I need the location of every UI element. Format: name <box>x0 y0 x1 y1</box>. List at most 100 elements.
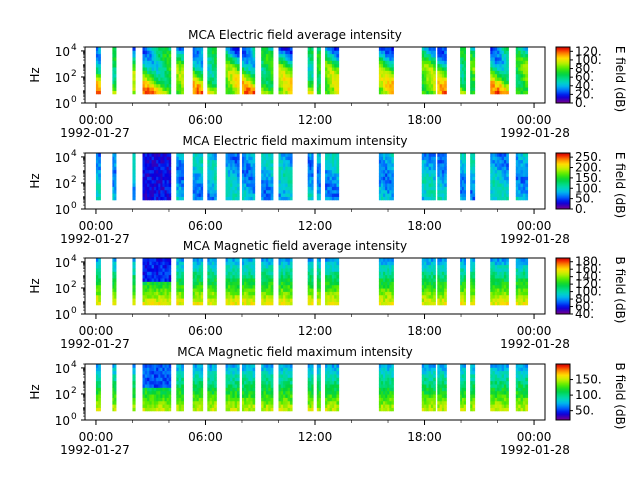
spectrogram-cell <box>463 183 466 187</box>
spectrogram-cell <box>389 301 392 306</box>
spectrogram-cell <box>194 50 198 55</box>
spectrogram-cell <box>265 83 269 88</box>
spectrogram-cell <box>270 301 274 306</box>
spectrogram-cell <box>263 53 267 58</box>
spectrogram-cell <box>287 169 291 174</box>
spectrogram-cell <box>211 83 215 88</box>
spectrogram-cell <box>160 380 163 385</box>
spectrogram-cell <box>309 166 312 171</box>
spectrogram-cell <box>385 166 388 171</box>
spectrogram-cell <box>166 298 170 302</box>
spectrogram-cell <box>461 179 465 184</box>
spectrogram-cell <box>230 83 233 88</box>
spectrogram-cell <box>268 163 272 167</box>
spectrogram-cell <box>490 83 493 88</box>
spectrogram-cell <box>241 400 245 405</box>
spectrogram-cell <box>522 271 526 276</box>
spectrogram-cell <box>387 186 390 191</box>
spectrogram-cell <box>241 377 245 382</box>
spectrogram-cell <box>470 268 473 272</box>
spectrogram-cell <box>207 397 210 402</box>
spectrogram-cell <box>515 196 519 201</box>
spectrogram-cell <box>112 153 115 157</box>
spectrogram-cell <box>244 47 247 51</box>
spectrogram-cell <box>380 258 384 262</box>
spectrogram-cell <box>289 67 293 71</box>
spectrogram-cell <box>112 77 115 81</box>
spectrogram-cell <box>112 83 115 88</box>
spectrogram-cell <box>515 268 519 272</box>
spectrogram-cell <box>268 50 272 55</box>
spectrogram-cell <box>168 73 172 78</box>
spectrogram-cell <box>144 370 148 375</box>
spectrogram-cell <box>248 153 251 157</box>
spectrogram-cell <box>270 169 274 174</box>
spectrogram-cell <box>263 57 267 61</box>
spectrogram-cell <box>176 271 180 276</box>
spectrogram-cell <box>162 83 165 88</box>
spectrogram-cell <box>246 83 249 88</box>
spectrogram-cell <box>95 364 99 368</box>
spectrogram-cell <box>181 90 184 95</box>
spectrogram-cell <box>164 281 168 286</box>
spectrogram-cell <box>156 374 159 378</box>
spectrogram-cell <box>156 258 159 262</box>
spectrogram-cell <box>156 261 159 266</box>
spectrogram-cell <box>421 63 425 68</box>
spectrogram-cell <box>147 380 150 385</box>
spectrogram-cell <box>176 70 180 75</box>
spectrogram-cell <box>380 176 384 181</box>
spectrogram-cell <box>289 186 293 191</box>
spectrogram-cell <box>289 301 293 306</box>
spectrogram-cell <box>114 189 117 194</box>
spectrogram-cell <box>112 384 115 388</box>
spectrogram-cell <box>166 374 170 378</box>
spectrogram-cell <box>214 394 217 398</box>
spectrogram-cell <box>433 264 436 269</box>
spectrogram-cell <box>149 387 153 392</box>
spectrogram-cell <box>209 294 213 299</box>
spectrogram-cell <box>444 67 447 71</box>
spectrogram-cell <box>426 57 430 61</box>
spectrogram-cell <box>444 268 447 272</box>
spectrogram-cell <box>181 47 184 51</box>
spectrogram-cell <box>142 70 146 75</box>
spectrogram-cell <box>278 159 282 164</box>
spectrogram-cell <box>178 294 182 299</box>
spectrogram-cell <box>287 50 291 55</box>
spectrogram-cell <box>280 291 284 296</box>
panel-title: MCA Magnetic field maximum intensity <box>177 345 413 359</box>
spectrogram-cell <box>329 57 333 61</box>
spectrogram-cell <box>463 264 466 269</box>
spectrogram-cell <box>437 173 440 177</box>
spectrogram-cell <box>437 193 440 197</box>
spectrogram-cell <box>98 189 101 194</box>
spectrogram-cell <box>198 367 202 372</box>
spectrogram-cell <box>289 60 293 65</box>
spectrogram-cell <box>501 83 505 88</box>
spectrogram-cell <box>428 298 432 302</box>
spectrogram-cell <box>331 183 335 187</box>
spectrogram-cell <box>518 301 521 306</box>
spectrogram-cell <box>230 364 233 368</box>
spectrogram-cell <box>230 179 233 184</box>
spectrogram-cell <box>252 298 256 302</box>
spectrogram-cell <box>164 80 168 85</box>
spectrogram-cell <box>444 264 447 269</box>
spectrogram-cell <box>250 264 254 269</box>
spectrogram-cell <box>424 261 427 266</box>
spectrogram-cell <box>225 176 229 181</box>
spectrogram-cell <box>166 47 170 51</box>
spectrogram-cell <box>437 159 440 164</box>
spectrogram-cell <box>336 60 340 65</box>
spectrogram-cell <box>441 153 445 157</box>
spectrogram-cell <box>334 169 337 174</box>
spectrogram-cell <box>472 87 476 91</box>
spectrogram-cell <box>289 169 293 174</box>
spectrogram-cell <box>506 271 509 276</box>
spectrogram-cell <box>246 166 249 171</box>
spectrogram-cell <box>426 301 430 306</box>
spectrogram-cell <box>151 189 155 194</box>
spectrogram-cell <box>421 90 425 95</box>
spectrogram-cell <box>430 153 434 157</box>
